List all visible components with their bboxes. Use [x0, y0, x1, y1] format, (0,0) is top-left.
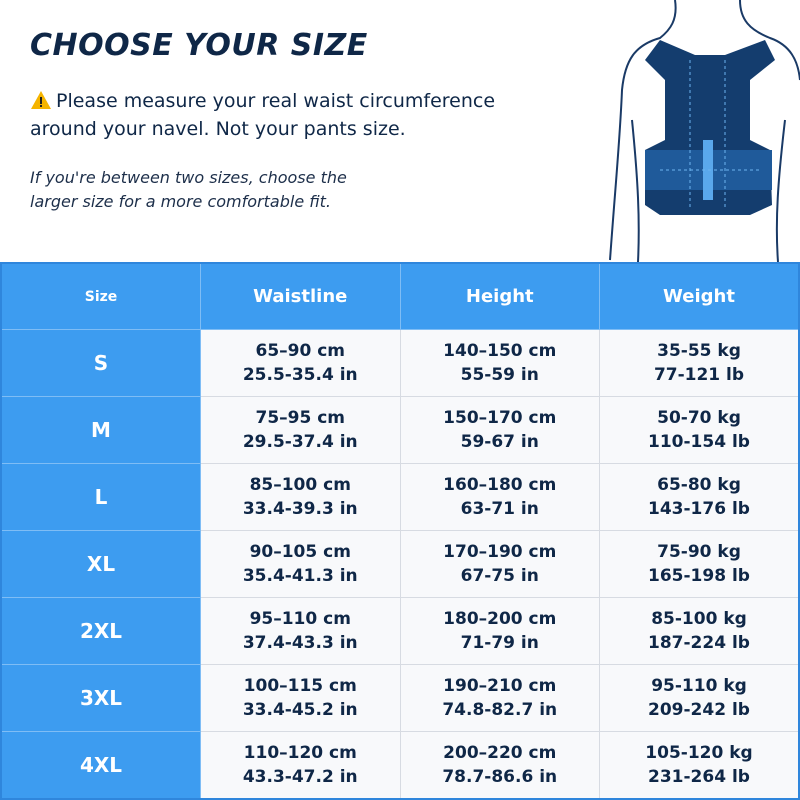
size-cell: 4XL — [0, 730, 201, 800]
cell-line: 29.5-37.4 in — [242, 431, 358, 452]
cell-line: 170–190 cm — [443, 541, 557, 562]
cell-line: 65-80 kg — [657, 474, 741, 495]
cell-line: 140–150 cm — [443, 340, 557, 361]
tip-line: larger size for a more comfortable fit. — [30, 192, 331, 211]
table-cell: 75-90 kg 165-198 lb — [599, 529, 800, 598]
table-row: XL 90–105 cm 35.4-41.3 in 170–190 cm 67-75 i… — [0, 529, 800, 598]
table-row: 2XL 95–110 cm 37.4-43.3 in 180–200 cm 71-79 … — [0, 596, 800, 665]
note-line: Please measure your real waist circumfer… — [56, 90, 496, 112]
cell-line: 95-110 kg — [651, 675, 747, 696]
note-line: around your navel. Not your pants size. — [30, 118, 406, 140]
table-cell: 190–210 cm 74.8-82.7 in — [399, 663, 600, 732]
column-header: Height — [399, 262, 600, 330]
cell-line: 35-55 kg — [657, 340, 741, 361]
table-cell: 170–190 cm 67-75 in — [399, 529, 600, 598]
cell-line: 165-198 lb — [648, 565, 750, 586]
table-cell: 100–115 cm 33.4-45.2 in — [200, 663, 401, 732]
cell-line: 150–170 cm — [443, 407, 557, 428]
cell-line: 110–120 cm — [243, 742, 357, 763]
size-cell: M — [0, 395, 201, 464]
size-table: Size Waistline Height Weight S 65–90 cm 25.5-3… — [0, 262, 800, 800]
cell-line: 43.3-47.2 in — [242, 766, 358, 787]
table-cell: 90–105 cm 35.4-41.3 in — [200, 529, 401, 598]
table-row: 4XL 110–120 cm 43.3-47.2 in 200–220 cm 78.7-… — [0, 730, 800, 800]
title: CHOOSE YOUR SIZE — [30, 28, 368, 63]
table-cell: 85–100 cm 33.4-39.3 in — [200, 462, 401, 531]
size-cell: L — [0, 462, 201, 531]
cell-line: 67-75 in — [460, 565, 539, 586]
table-cell: 105-120 kg 231-264 lb — [599, 730, 800, 800]
cell-line: 78.7-86.6 in — [442, 766, 558, 787]
table-cell: 75–95 cm 29.5-37.4 in — [200, 395, 401, 464]
table-cell: 35-55 kg 77-121 lb — [599, 329, 800, 397]
table-cell: 50-70 kg 110-154 lb — [599, 395, 800, 464]
table-cell: 95-110 kg 209-242 lb — [599, 663, 800, 732]
cell-line: 100–115 cm — [243, 675, 357, 696]
table-cell: 65–90 cm 25.5-35.4 in — [200, 329, 401, 397]
column-header: Waistline — [200, 262, 401, 330]
size-cell: S — [0, 329, 201, 397]
cell-line: 71-79 in — [460, 632, 539, 653]
table-cell: 95–110 cm 37.4-43.3 in — [200, 596, 401, 665]
table-row: S 65–90 cm 25.5-35.4 in 140–150 cm 55-59 in 3… — [0, 329, 800, 397]
cell-line: 143-176 lb — [648, 498, 750, 519]
cell-line: 200–220 cm — [443, 742, 557, 763]
cell-line: 187-224 lb — [648, 632, 750, 653]
cell-line: 75-90 kg — [657, 541, 741, 562]
column-header: Size — [0, 262, 201, 330]
table-cell: 110–120 cm 43.3-47.2 in — [200, 730, 401, 800]
size-cell: XL — [0, 529, 201, 598]
cell-line: 63-71 in — [460, 498, 539, 519]
cell-line: 74.8-82.7 in — [442, 699, 558, 720]
cell-line: 55-59 in — [460, 364, 539, 385]
cell-line: 180–200 cm — [443, 608, 557, 629]
cell-line: 209-242 lb — [648, 699, 750, 720]
table-cell: 160–180 cm 63-71 in — [399, 462, 600, 531]
cell-line: 85-100 kg — [651, 608, 747, 629]
cell-line: 160–180 cm — [443, 474, 557, 495]
table-cell: 180–200 cm 71-79 in — [399, 596, 600, 665]
table-cell: 140–150 cm 55-59 in — [399, 329, 600, 397]
column-header: Weight — [599, 262, 800, 330]
warning-icon — [31, 91, 51, 109]
cell-line: 59-67 in — [460, 431, 539, 452]
cell-line: 190–210 cm — [443, 675, 557, 696]
table-cell: 200–220 cm 78.7-86.6 in — [399, 730, 600, 800]
cell-line: 37.4-43.3 in — [242, 632, 358, 653]
cell-line: 105-120 kg — [645, 742, 753, 763]
cell-line: 77-121 lb — [653, 364, 745, 385]
table-row: M 75–95 cm 29.5-37.4 in 150–170 cm 59-67 in 5… — [0, 395, 800, 464]
cell-line: 33.4-45.2 in — [242, 699, 358, 720]
cell-line: 65–90 cm — [255, 340, 346, 361]
size-cell: 3XL — [0, 663, 201, 732]
cell-line: 95–110 cm — [249, 608, 351, 629]
cell-line: 85–100 cm — [249, 474, 351, 495]
cell-line: 110-154 lb — [648, 431, 750, 452]
cell-line: 231-264 lb — [648, 766, 750, 787]
note: Please measure your real waist circumfer… — [30, 87, 495, 143]
table-cell: 65-80 kg 143-176 lb — [599, 462, 800, 531]
cell-line: 35.4-41.3 in — [242, 565, 358, 586]
table-cell: 150–170 cm 59-67 in — [399, 395, 600, 464]
tip: If you're between two sizes, choose the … — [30, 166, 347, 214]
size-cell: 2XL — [0, 596, 201, 665]
table-row: 3XL 100–115 cm 33.4-45.2 in 190–210 cm 74.8-… — [0, 663, 800, 732]
table-row: L 85–100 cm 33.4-39.3 in 160–180 cm 63-71 in… — [0, 462, 800, 531]
cell-line: 33.4-39.3 in — [242, 498, 358, 519]
cell-line: 25.5-35.4 in — [242, 364, 358, 385]
brace-illustration — [609, 0, 800, 262]
table-cell: 85-100 kg 187-224 lb — [599, 596, 800, 665]
cell-line: 75–95 cm — [255, 407, 346, 428]
cell-line: 90–105 cm — [249, 541, 351, 562]
cell-line: 50-70 kg — [657, 407, 741, 428]
tip-line: If you're between two sizes, choose the — [30, 168, 347, 187]
